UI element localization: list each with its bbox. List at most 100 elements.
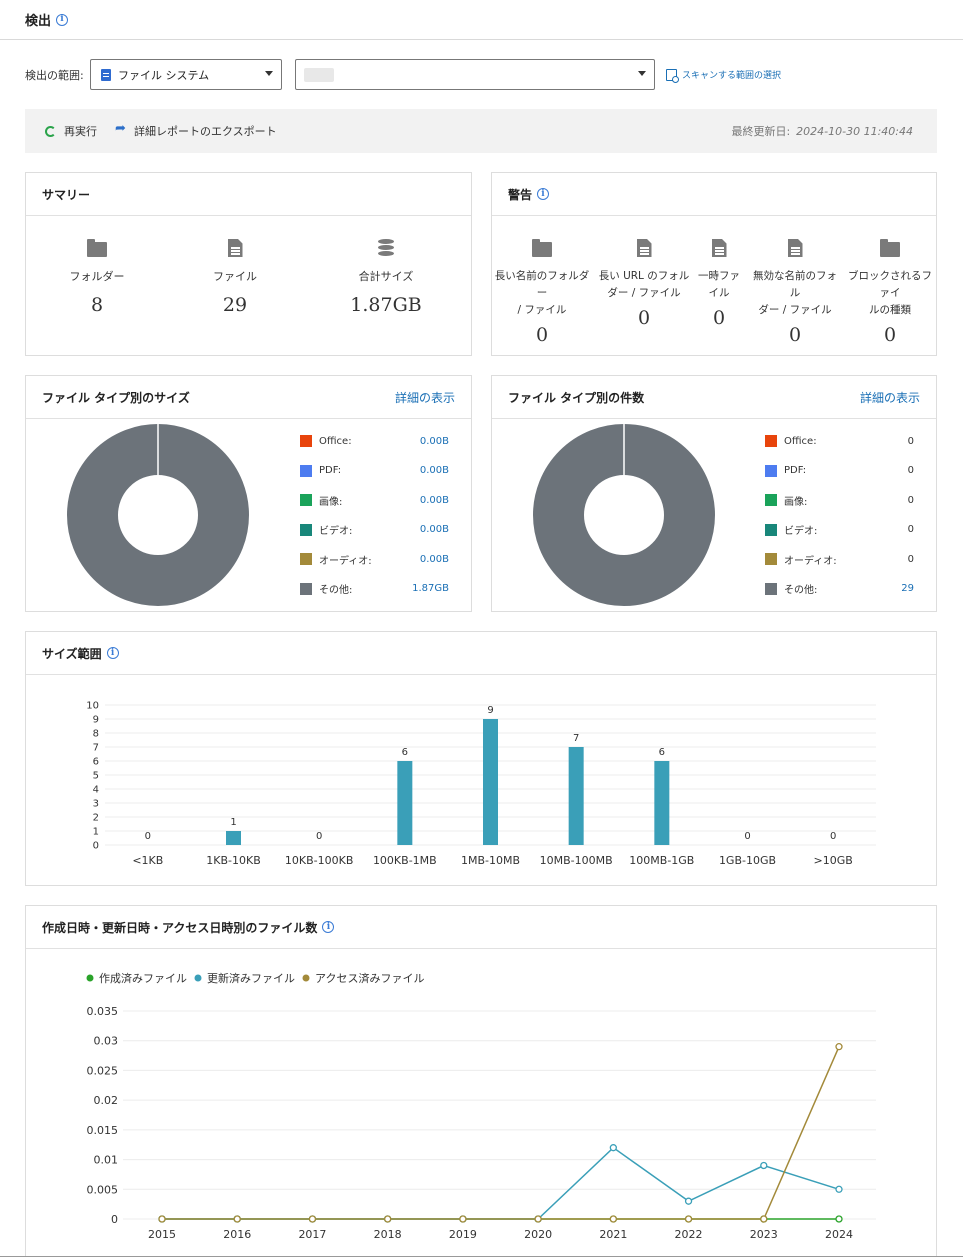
legend-value: 0.00B xyxy=(419,524,449,535)
legend-value: 1.87GB xyxy=(412,583,449,594)
folder-icon xyxy=(87,239,107,257)
bar-data-label: 1 xyxy=(230,817,236,828)
count-by-type-title: ファイル タイプ別の件数 詳細の表示 xyxy=(492,376,936,419)
timeline-title: 作成日時・更新日時・アクセス日時別のファイル数 i xyxy=(26,906,936,949)
x-tick-label: 10MB-100MB xyxy=(540,854,613,867)
legend-label: 画像: xyxy=(319,496,343,508)
bar xyxy=(483,719,498,845)
data-point xyxy=(308,1215,317,1223)
x-tick-label: 2022 xyxy=(675,1228,703,1241)
legend-swatch xyxy=(765,494,777,506)
legend-item[interactable]: Office: 0.00B xyxy=(300,435,449,447)
warnings-title: 警告 i xyxy=(492,173,936,216)
rerun-button[interactable]: 再実行 xyxy=(45,123,97,139)
data-point xyxy=(233,1215,241,1223)
data-point xyxy=(684,1197,693,1205)
legend-swatch xyxy=(300,464,312,477)
x-tick-label: <1KB xyxy=(132,854,163,867)
timeline-panel: 作成日時・更新日時・アクセス日時別のファイル数 i 0 0.005 0.01 0.015… xyxy=(25,905,937,1256)
warning-label: 無効な名前のフォル xyxy=(753,270,837,299)
summary-folders: フォルダー 8 xyxy=(47,239,147,316)
legend-marker xyxy=(194,974,202,982)
y-tick-label: 0 xyxy=(111,1213,118,1226)
export-report-label: 詳細レポートのエクスポート xyxy=(134,125,277,138)
legend-item[interactable]: ビデオ: 0.00B xyxy=(300,523,449,537)
scope-type-value: ファイル システム xyxy=(118,68,210,82)
info-icon[interactable]: i xyxy=(537,188,550,200)
info-icon[interactable]: i xyxy=(56,13,69,26)
legend-swatch xyxy=(300,523,312,536)
summary-label: フォルダー xyxy=(69,270,125,283)
page-title: 検出 xyxy=(25,14,52,29)
legend-item[interactable]: オーディオ: 0 xyxy=(765,553,914,567)
legend-label: アクセス済みファイル xyxy=(315,971,424,985)
bar-data-label: 0 xyxy=(316,831,322,842)
legend-item[interactable]: その他: 29 xyxy=(765,582,914,596)
legend-swatch xyxy=(765,435,777,447)
legend-item[interactable]: 画像: 0 xyxy=(765,494,914,508)
y-tick-label: 0.03 xyxy=(94,1035,119,1048)
legend-swatch xyxy=(300,582,312,595)
size-range-panel: サイズ範囲 i 0 1 2 3 4 5 6 7 8 9 10 0 <1KB 1 1KB-10KB 0 10KB-1… xyxy=(25,631,937,886)
legend-value: 0.00B xyxy=(419,435,449,447)
warning-label: 一時ファ xyxy=(698,270,740,282)
size-details-link[interactable]: 詳細の表示 xyxy=(394,390,455,405)
bar xyxy=(654,761,670,845)
x-tick-label: 1KB-10KB xyxy=(206,854,260,867)
bar xyxy=(226,831,241,845)
summary-label: 合計サイズ xyxy=(358,270,414,283)
warning-label: イル xyxy=(708,287,730,299)
y-tick-label: 10 xyxy=(86,701,99,712)
legend-item[interactable]: ビデオ: 0 xyxy=(765,523,914,537)
legend-swatch xyxy=(300,494,312,506)
legend-item[interactable]: オーディオ: 0.00B xyxy=(300,553,449,567)
legend-value: 0.00B xyxy=(419,553,449,565)
info-icon[interactable]: i xyxy=(322,921,335,933)
file-system-icon xyxy=(101,68,111,81)
bar-data-label: 0 xyxy=(830,831,836,842)
scope-path-select[interactable] xyxy=(295,59,655,90)
legend-item[interactable]: 画像: 0.00B xyxy=(300,494,449,508)
warning-label: / ファイル xyxy=(517,304,567,316)
temp-file-icon xyxy=(711,239,727,257)
share-arrow-icon xyxy=(115,121,127,136)
warning-label: 長い URL のフォル xyxy=(598,270,690,282)
warning-value: 0 xyxy=(712,307,726,329)
chevron-down-icon xyxy=(265,71,273,76)
legend-item[interactable]: PDF: 0.00B xyxy=(300,464,449,477)
y-tick-label: 1 xyxy=(93,827,99,838)
scope-type-select[interactable]: ファイル システム xyxy=(90,59,282,90)
refresh-icon xyxy=(45,125,56,137)
export-report-button[interactable]: 詳細レポートのエクスポート xyxy=(115,121,277,139)
count-details-link[interactable]: 詳細の表示 xyxy=(859,390,920,405)
legend-swatch xyxy=(765,553,777,565)
series-line xyxy=(162,1146,840,1220)
legend-swatch xyxy=(765,582,777,595)
legend-item[interactable]: PDF: 0 xyxy=(765,464,914,477)
legend-item[interactable]: その他: 1.87GB xyxy=(300,582,449,596)
x-tick-label: 2020 xyxy=(524,1228,552,1241)
scan-scope-link[interactable]: スキャンする範囲の選択 xyxy=(666,68,781,83)
bar xyxy=(397,761,413,845)
x-tick-label: 2021 xyxy=(599,1228,627,1241)
warning-temp-file: 一時ファイル 0 xyxy=(692,239,746,329)
warning-value: 0 xyxy=(637,307,651,329)
data-point xyxy=(534,1215,542,1223)
chevron-down-icon xyxy=(638,71,646,76)
legend-value: 0 xyxy=(907,435,914,447)
legend-item[interactable]: Office: 0 xyxy=(765,435,914,447)
page-header: 検出 i xyxy=(0,0,963,40)
info-icon[interactable]: i xyxy=(106,647,119,659)
x-tick-label: 10KB-100KB xyxy=(285,854,353,867)
data-point xyxy=(835,1185,843,1193)
legend-swatch xyxy=(300,553,312,565)
rerun-label: 再実行 xyxy=(64,125,97,138)
legend-label: オーディオ: xyxy=(784,555,837,567)
file-icon xyxy=(227,239,243,257)
legend-label: PDF: xyxy=(319,465,342,476)
y-tick-label: 0.01 xyxy=(94,1154,119,1167)
x-tick-label: 2015 xyxy=(148,1228,176,1241)
summary-value: 8 xyxy=(90,294,104,316)
y-tick-label: 7 xyxy=(93,743,99,754)
legend-value: 0.00B xyxy=(419,494,449,506)
